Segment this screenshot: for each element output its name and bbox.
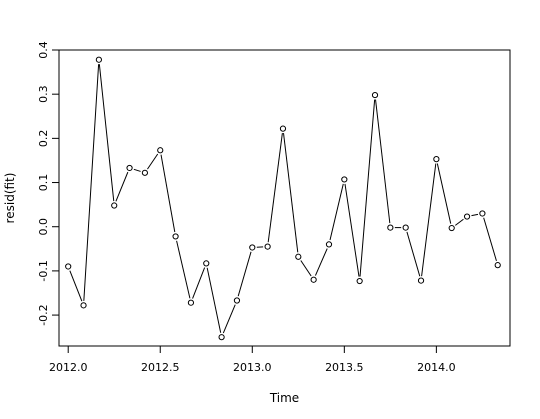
data-point	[264, 243, 271, 250]
plot-frame	[58, 49, 511, 347]
x-axis: 2012.0 2012.5 2013.0 2013.5 2014.0	[49, 345, 456, 374]
series-segment	[436, 163, 452, 224]
data-point	[417, 277, 425, 284]
series-segment	[314, 248, 328, 276]
data-point	[402, 224, 409, 231]
series-segment	[300, 260, 312, 277]
series-segment	[206, 267, 222, 333]
series-segment	[69, 270, 83, 302]
x-axis-title: Time	[269, 391, 299, 405]
series-segment	[483, 217, 497, 261]
data-point	[157, 147, 164, 154]
data-point	[494, 262, 501, 269]
series-segment	[115, 171, 129, 202]
series-segment	[83, 64, 100, 301]
series-segment	[329, 183, 344, 241]
x-tick-label: 2013.5	[325, 361, 364, 374]
data-point	[141, 169, 149, 176]
series-segment	[160, 154, 176, 233]
data-point	[233, 297, 241, 304]
y-axis-title: resid(fit)	[3, 173, 17, 224]
data-point	[65, 263, 72, 270]
data-point	[463, 213, 471, 220]
series-segment	[176, 240, 191, 299]
data-point	[249, 244, 256, 251]
series-segment	[98, 64, 115, 202]
x-tick-label: 2014.0	[417, 361, 456, 374]
data-point	[187, 299, 195, 306]
series-segment	[471, 213, 479, 217]
series-segment	[237, 251, 252, 297]
y-tick-label: 0.1	[37, 174, 50, 192]
data-point	[448, 224, 455, 232]
series-segment	[421, 163, 437, 277]
data-point	[111, 202, 118, 209]
series-segment	[222, 304, 236, 334]
data-point	[80, 302, 87, 309]
data-point	[203, 260, 210, 267]
series-segment	[283, 133, 299, 253]
data-point	[371, 91, 379, 99]
data-point	[356, 277, 363, 285]
y-tick-label: -0.1	[37, 260, 50, 281]
x-tick-label: 2013.0	[233, 361, 272, 374]
x-tick-label: 2012.5	[141, 361, 180, 374]
series-segment	[455, 218, 464, 226]
data-point	[341, 176, 348, 183]
y-tick-label: -0.2	[37, 304, 50, 325]
data-point	[310, 276, 317, 283]
data-point	[479, 210, 486, 217]
data-point	[387, 224, 394, 231]
series-segment	[344, 183, 360, 277]
y-axis: -0.2 -0.1 0.0 0.1 0.2 0.3 0.4	[37, 41, 60, 326]
data-point	[126, 164, 133, 172]
data-point	[433, 156, 440, 163]
data-point	[172, 233, 179, 240]
series-segment	[375, 99, 391, 224]
data-point	[295, 253, 302, 260]
y-tick-label: 0.3	[37, 85, 50, 103]
data-point	[95, 56, 102, 63]
y-tick-label: 0.4	[37, 41, 50, 59]
y-tick-label: 0.2	[37, 130, 50, 148]
data-point	[218, 334, 225, 341]
data-point	[279, 125, 287, 132]
series-segment	[267, 133, 283, 243]
series-segment	[406, 231, 421, 277]
data-point	[325, 241, 333, 248]
x-tick-label: 2012.0	[49, 361, 88, 374]
y-tick-label: 0.0	[37, 218, 50, 236]
series-segment	[133, 168, 141, 172]
data-points-group	[65, 56, 501, 341]
series-segment	[147, 153, 159, 170]
series-segment	[359, 99, 376, 277]
series-segment	[192, 267, 206, 299]
series-line-group	[69, 64, 497, 334]
